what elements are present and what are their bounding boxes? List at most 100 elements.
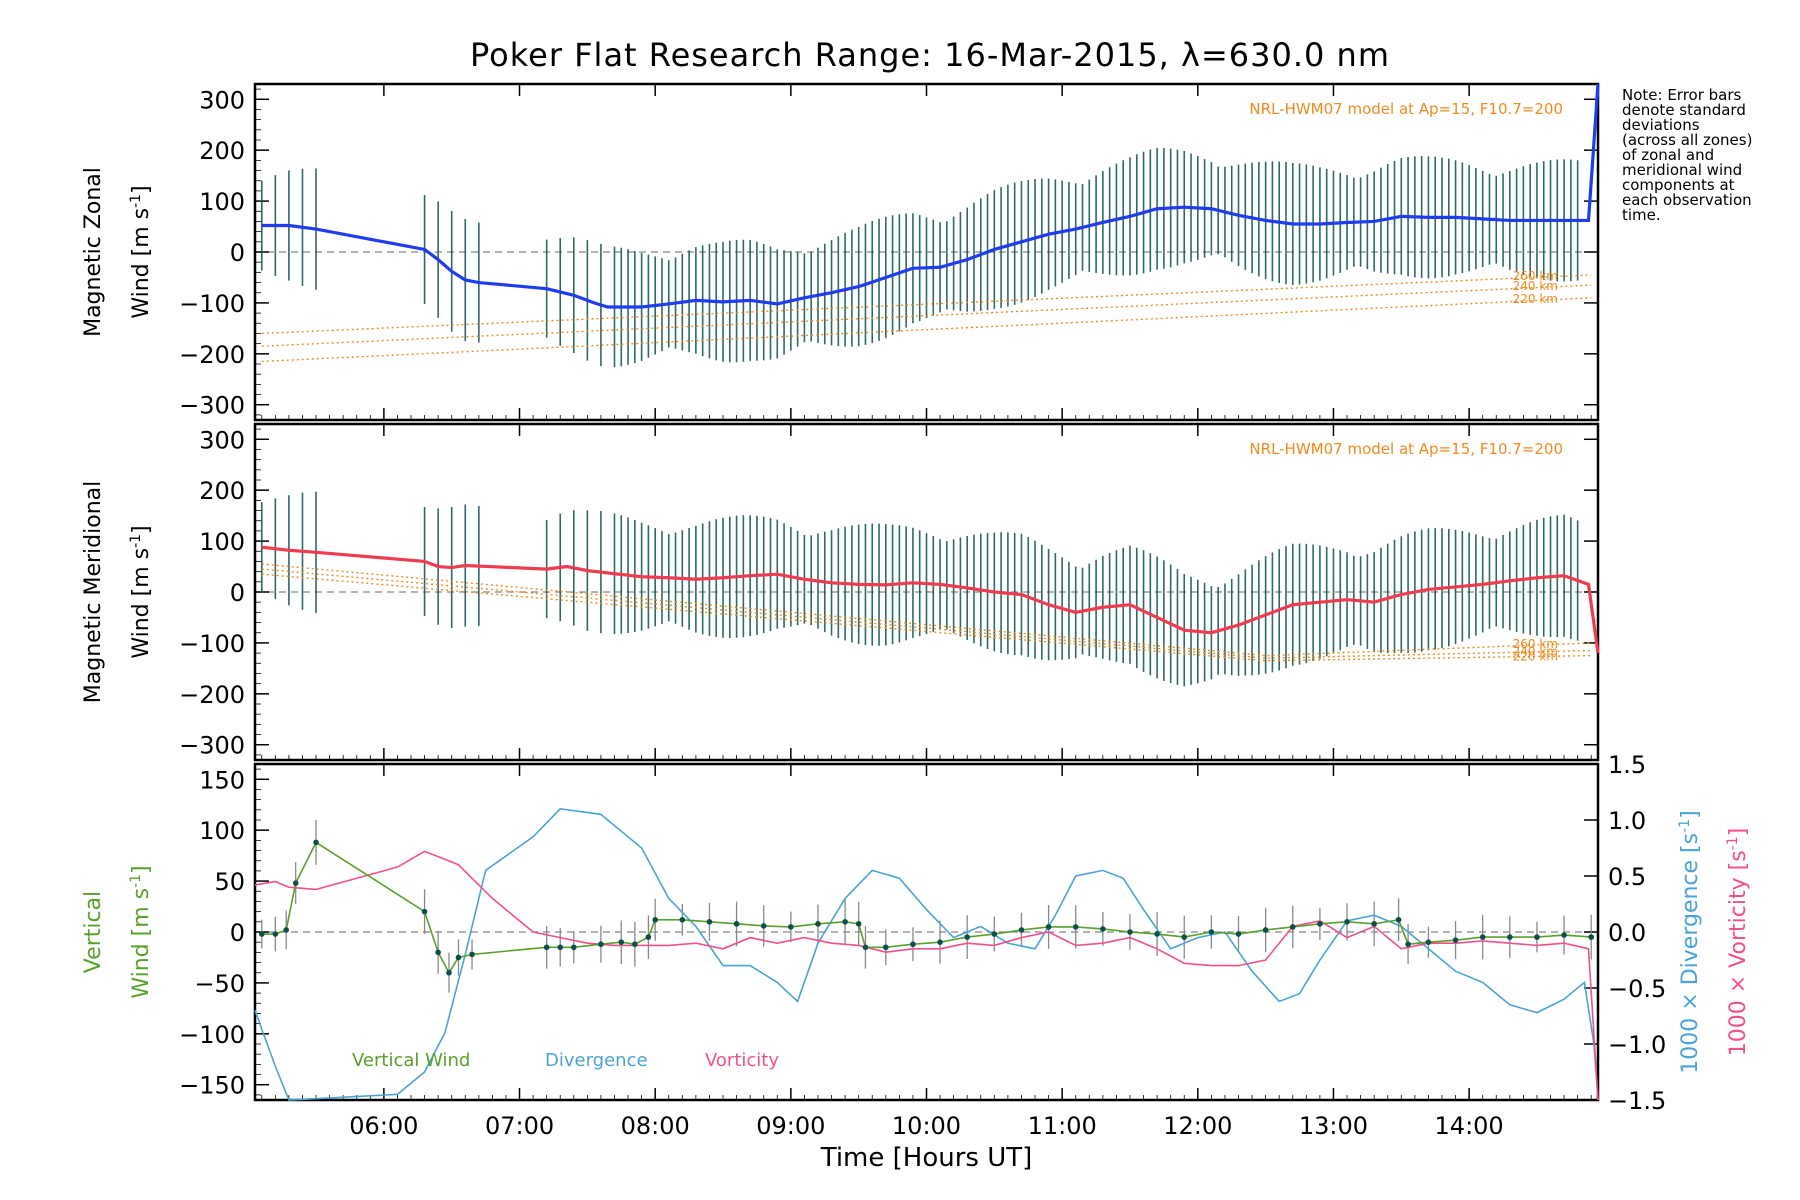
x-tick-label: 10:00	[892, 1112, 961, 1140]
x-tick-label: 07:00	[485, 1112, 554, 1140]
vertical-wind-point	[1317, 921, 1323, 927]
model-altitude-label: 220 km	[1513, 292, 1558, 306]
vertical-wind-point	[618, 939, 625, 945]
y-tick-label: 0	[230, 579, 245, 607]
meridional-wind-panel: 300 200 100 0 −100 −200 −300 Magnetic Meridiona…	[81, 422, 1600, 762]
y2-tick-label: 1.5	[1608, 751, 1646, 779]
x-tick-label: 12:00	[1163, 1112, 1232, 1140]
vertical-wind-point	[679, 916, 686, 923]
x-tick-label: 09:00	[756, 1112, 825, 1140]
vertical-wind-point	[1235, 931, 1242, 937]
vertical-wind-point	[1100, 926, 1106, 932]
vertical-wind-point	[1344, 919, 1350, 925]
vertical-wind-point	[1045, 924, 1052, 930]
vertical-wind-point	[1208, 929, 1215, 935]
vertical-wind-point	[815, 921, 821, 927]
vertical-wind-point	[313, 839, 319, 846]
y-tick-label: 0	[230, 919, 245, 947]
y-tick-label: −100	[179, 290, 245, 318]
y-tick-label: 200	[199, 477, 245, 505]
y-tick-label: −50	[194, 970, 245, 998]
model-altitude-label: 260 km	[1513, 637, 1558, 651]
vertical-wind-point	[598, 941, 604, 948]
vertical-wind-point	[292, 880, 299, 886]
y-axis-label: Magnetic Meridional	[81, 481, 106, 703]
error-bar-note: Note: Error bars denote standard deviati…	[1622, 86, 1753, 224]
model-line	[261, 284, 1592, 347]
vertical-wind-point	[1395, 916, 1402, 923]
y2-tick-label: 0.0	[1608, 919, 1646, 947]
y2-tick-label: 0.5	[1608, 863, 1646, 891]
vertical-wind-point	[1127, 929, 1133, 935]
model-caption: NRL-HWM07 model at Ap=15, F10.7=200	[1249, 100, 1563, 118]
model-line	[261, 274, 1592, 335]
x-tick-label: 13:00	[1299, 1112, 1368, 1140]
model-line	[261, 563, 1592, 657]
vertical-wind-point	[652, 916, 658, 923]
vertical-wind-point	[570, 944, 577, 951]
y-tick-label: 150	[199, 766, 245, 794]
y-tick-label: −100	[179, 630, 245, 658]
x-tick-label: 14:00	[1435, 1112, 1504, 1140]
meridional-wind-line	[261, 545, 1600, 654]
vertical-wind-point	[421, 908, 428, 915]
x-tick-label: 06:00	[349, 1112, 418, 1140]
divergence-line	[254, 807, 1599, 1101]
vertical-wind-point	[1262, 927, 1269, 933]
y2-tick-label: −1.5	[1608, 1087, 1666, 1115]
model-altitude-label: 220 km	[1513, 650, 1558, 664]
y-axis-label-units: Wind [m s-1]	[128, 525, 154, 658]
x-tick-label: 11:00	[1028, 1112, 1097, 1140]
model-altitude-label: 240 km	[1513, 645, 1558, 659]
y-tick-label: 300	[199, 86, 245, 114]
y-axis-label: Magnetic Zonal	[81, 167, 106, 337]
model-altitude-label: 240 km	[1513, 279, 1558, 293]
vertical-wind-point	[788, 924, 794, 930]
vertical-wind-panel: 150 100 50 0 −50 −100 −150 1.5 1.0 0.5 0.0 −0.5 −1.0…	[81, 751, 1751, 1173]
model-line	[261, 297, 1592, 363]
vertical-wind-point	[1072, 924, 1079, 930]
vertical-wind-point	[1018, 927, 1025, 933]
vertical-wind-point	[557, 944, 564, 951]
y-tick-label: −150	[179, 1072, 245, 1100]
y-tick-label: 100	[199, 188, 245, 216]
vertical-wind-point	[469, 951, 475, 958]
y3-axis-label: 1000 × Vorticity [s-1]	[1725, 828, 1751, 1056]
y-tick-label: −200	[179, 341, 245, 369]
model-caption: NRL-HWM07 model at Ap=15, F10.7=200	[1249, 440, 1563, 458]
legend-entry: Divergence	[545, 1050, 648, 1071]
vertical-wind-point	[543, 944, 550, 951]
vertical-wind-point	[964, 934, 970, 940]
legend-entry: Vertical Wind	[352, 1050, 470, 1071]
vertical-wind-point	[435, 949, 441, 956]
vorticity-line	[254, 850, 1599, 1101]
vertical-wind-point	[937, 939, 943, 945]
vertical-wind-point	[883, 944, 889, 951]
vertical-wind-point	[1154, 931, 1160, 937]
y-tick-label: 200	[199, 137, 245, 165]
y2-tick-label: 1.0	[1608, 807, 1646, 835]
vertical-wind-point	[842, 919, 848, 925]
vertical-wind-point	[1371, 921, 1377, 927]
vertical-wind-point	[733, 921, 740, 927]
y-tick-label: 100	[199, 528, 245, 556]
y2-axis-label: 1000 × Divergence [s-1]	[1677, 810, 1703, 1073]
vertical-wind-point	[632, 941, 638, 948]
vertical-wind-point	[258, 931, 265, 937]
vertical-wind-point	[991, 931, 998, 937]
vertical-wind-point	[446, 969, 452, 976]
y2-tick-label: −0.5	[1608, 975, 1666, 1003]
vertical-wind-point	[855, 921, 862, 927]
x-axis-label: Time [Hours UT]	[820, 1143, 1033, 1173]
y-tick-label: 50	[214, 868, 245, 896]
vertical-wind-line	[261, 841, 1592, 975]
vertical-wind-point	[862, 944, 869, 951]
vertical-wind-point	[1588, 934, 1595, 940]
vertical-wind-point	[1289, 924, 1296, 930]
chart-title: Poker Flat Research Range: 16-Mar-2015, …	[470, 36, 1390, 74]
vertical-wind-point	[1507, 934, 1513, 940]
y-axis-label-units: Wind [m s-1]	[128, 865, 154, 998]
y-tick-label: 100	[199, 817, 245, 845]
vertical-wind-point	[1452, 937, 1459, 943]
